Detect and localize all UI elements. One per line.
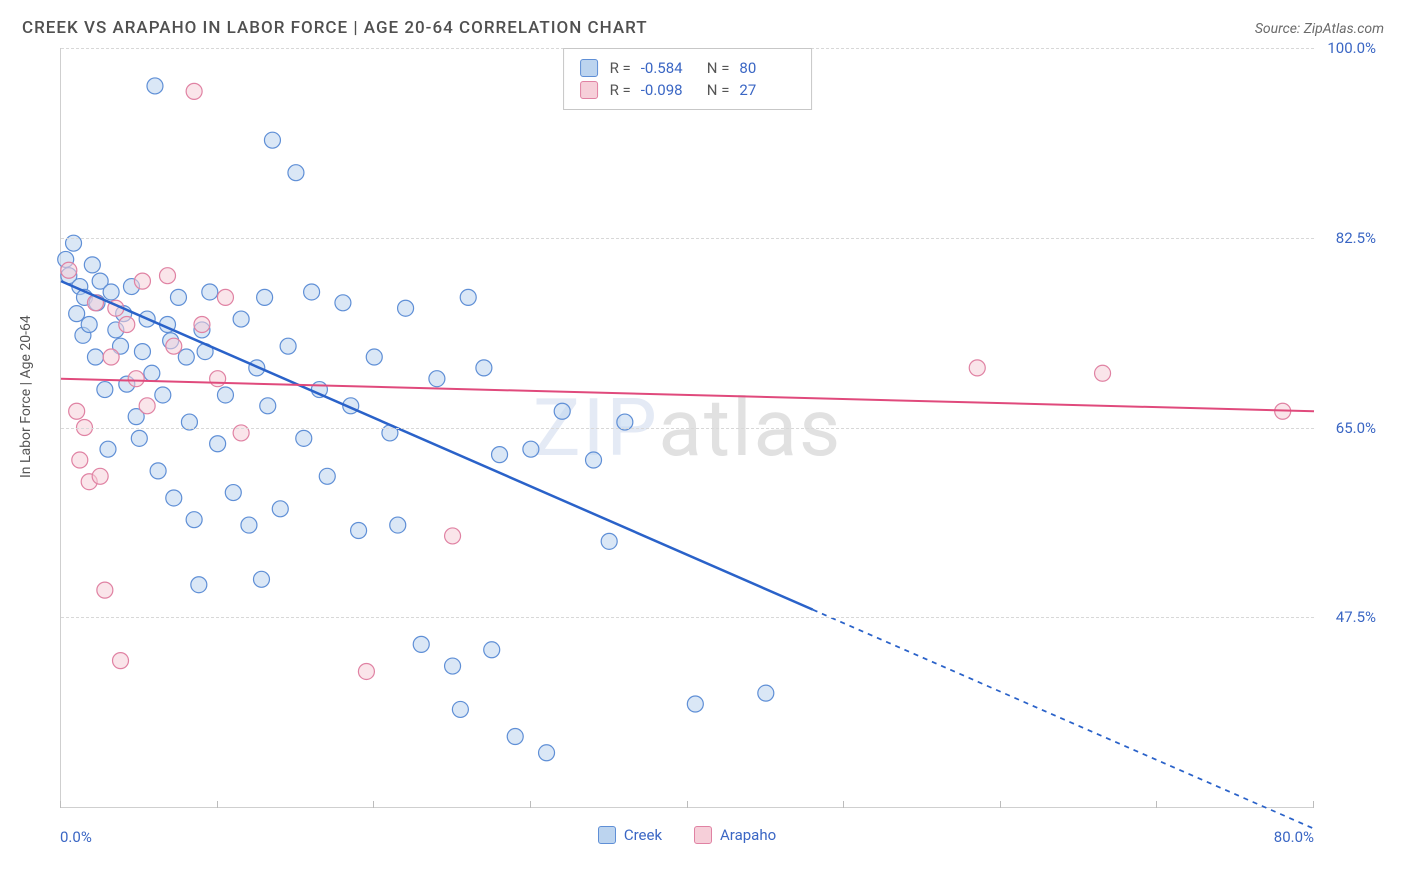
creek-r-value: -0.584 bbox=[641, 59, 697, 77]
creek-legend-swatch-icon bbox=[598, 826, 616, 844]
gridline bbox=[61, 238, 1314, 239]
legend-item-arapaho: Arapaho bbox=[694, 826, 776, 844]
x-tick bbox=[1000, 801, 1001, 808]
stats-row-creek: R = -0.584 N = 80 bbox=[580, 57, 796, 79]
x-tick bbox=[60, 801, 61, 808]
legend-label-creek: Creek bbox=[624, 826, 662, 844]
trend-line-dashed bbox=[813, 610, 1314, 829]
x-tick bbox=[373, 801, 374, 808]
y-axis-label: In Labor Force | Age 20-64 bbox=[18, 316, 34, 479]
legend-label-arapaho: Arapaho bbox=[720, 826, 776, 844]
trend-line bbox=[61, 379, 1314, 412]
stats-legend: R = -0.584 N = 80 R = -0.098 N = 27 bbox=[563, 48, 813, 110]
gridline bbox=[61, 428, 1314, 429]
x-tick bbox=[843, 801, 844, 808]
y-tick-label: 47.5% bbox=[1336, 608, 1376, 626]
legend-item-creek: Creek bbox=[598, 826, 662, 844]
x-tick bbox=[530, 801, 531, 808]
stats-row-arapaho: R = -0.098 N = 27 bbox=[580, 79, 796, 101]
gridline bbox=[61, 617, 1314, 618]
creek-n-value: 80 bbox=[739, 59, 795, 77]
trend-line bbox=[61, 281, 813, 610]
y-tick-label: 65.0% bbox=[1336, 419, 1376, 437]
arapaho-n-value: 27 bbox=[739, 81, 795, 99]
arapaho-swatch-icon bbox=[580, 81, 598, 99]
x-tick bbox=[217, 801, 218, 808]
plot-area: ZIPatlas R = -0.584 N = 80 R = -0.098 N … bbox=[60, 48, 1314, 808]
chart-container: CREEK VS ARAPAHO IN LABOR FORCE | AGE 20… bbox=[0, 0, 1406, 892]
x-tick bbox=[687, 801, 688, 808]
y-tick-label: 82.5% bbox=[1336, 229, 1376, 247]
footer-legend: Creek Arapaho bbox=[60, 826, 1314, 848]
chart-title: CREEK VS ARAPAHO IN LABOR FORCE | AGE 20… bbox=[22, 18, 648, 38]
arapaho-legend-swatch-icon bbox=[694, 826, 712, 844]
creek-swatch-icon bbox=[580, 59, 598, 77]
x-tick bbox=[1156, 801, 1157, 808]
arapaho-r-value: -0.098 bbox=[641, 81, 697, 99]
source-label: Source: ZipAtlas.com bbox=[1255, 21, 1384, 37]
header: CREEK VS ARAPAHO IN LABOR FORCE | AGE 20… bbox=[22, 12, 1384, 48]
y-tick-label: 100.0% bbox=[1327, 39, 1376, 57]
chart-area: In Labor Force | Age 20-64 ZIPatlas R = … bbox=[22, 48, 1384, 860]
x-tick bbox=[1313, 801, 1314, 808]
